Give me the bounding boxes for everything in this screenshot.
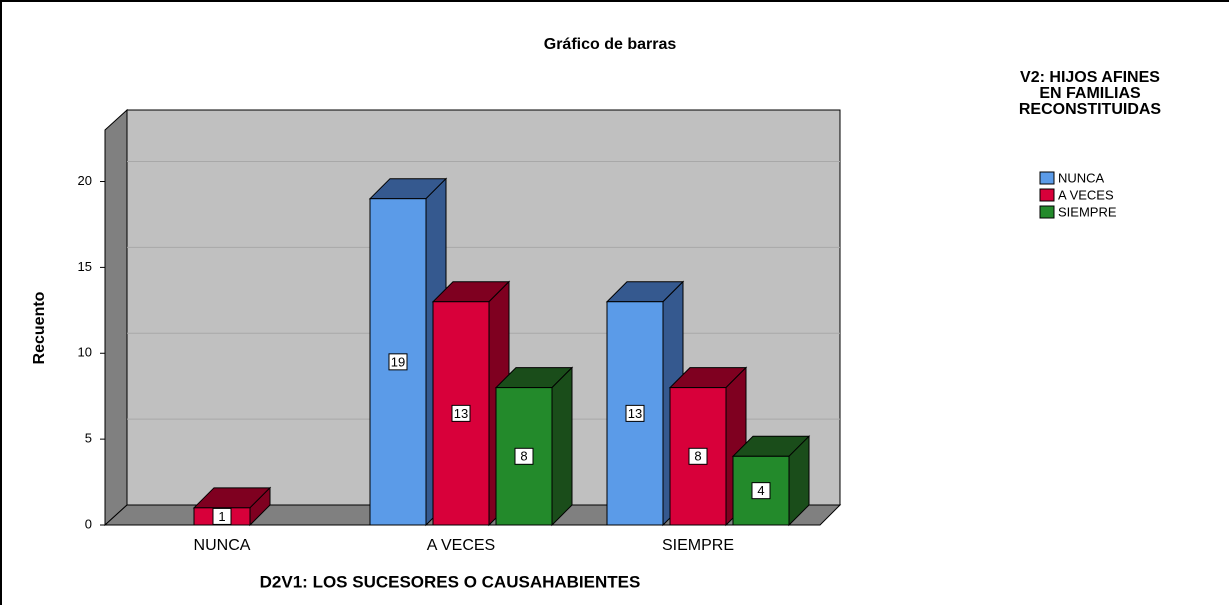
legend-swatch [1039,171,1055,185]
legend-swatch [1039,188,1055,202]
y-tick-label: 0 [85,516,92,531]
y-tick-label: 15 [78,259,92,274]
y-axis-label: Recuento [31,291,48,364]
value-label-box [514,447,534,465]
x-tick-label: NUNCA [194,537,251,554]
value-label-box [212,507,232,525]
legend-label: NUNCA [1058,170,1105,185]
value-label-box [625,404,645,422]
value-label: 13 [628,406,642,421]
y-tick-label: 10 [78,345,92,360]
value-label: 8 [520,449,527,464]
x-tick-label: SIEMPRE [662,537,734,554]
value-label: 19 [391,354,405,369]
value-label: 13 [454,406,468,421]
chart-title: Gráfico de barras [544,36,677,53]
value-label: 1 [218,509,225,524]
legend-title: V2: HIJOS AFINES [1020,69,1160,86]
value-label-box [688,447,708,465]
legend-swatch [1039,205,1055,219]
left-wall [104,108,128,527]
value-label-box [388,353,408,371]
legend-title: RECONSTITUIDAS [1019,101,1162,118]
y-tick-label: 5 [85,431,92,446]
value-label: 8 [694,449,701,464]
x-tick-label: A VECES [427,537,495,554]
value-label-box [451,404,471,422]
value-label-box [751,482,771,500]
legend-title: EN FAMILIAS [1039,85,1141,102]
legend-label: A VECES [1058,187,1114,202]
x-axis-label: D2V1: LOS SUCESORES O CAUSAHABIENTES [260,572,641,591]
bar-side [551,366,573,527]
legend-label: SIEMPRE [1058,204,1117,219]
value-label: 4 [757,483,764,498]
y-tick-label: 20 [78,173,92,188]
